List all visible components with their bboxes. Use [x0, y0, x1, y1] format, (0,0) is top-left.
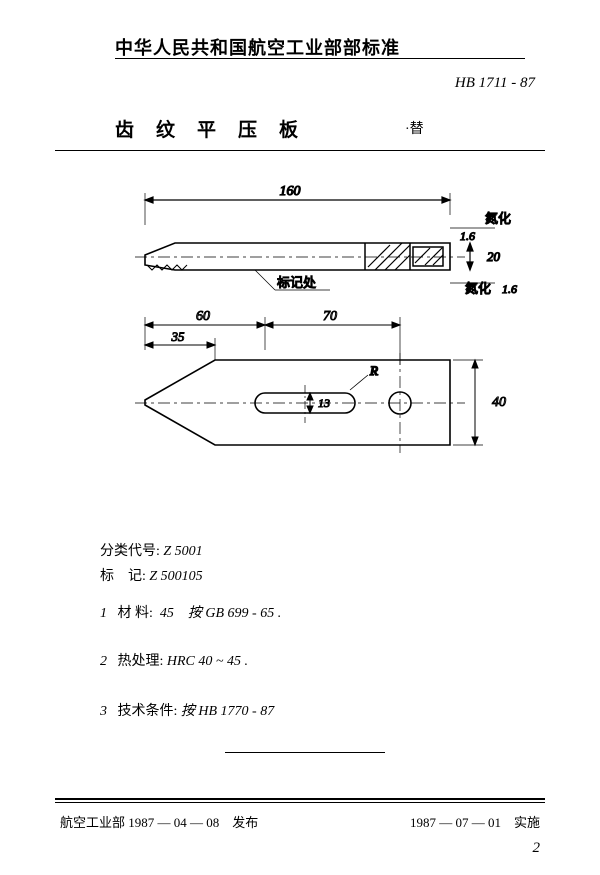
document-title: 齿纹平压板 — [115, 115, 320, 142]
dim-160: 160 — [280, 184, 301, 199]
label-mark: 标记处 — [277, 275, 316, 290]
dim-1_6-bot: 1.6 — [502, 282, 517, 296]
note-1-index: 1 — [100, 606, 107, 621]
note-2-index: 2 — [100, 654, 107, 669]
title-rule — [55, 150, 545, 151]
dim-13: 13 — [318, 396, 330, 410]
dim-40: 40 — [492, 395, 506, 410]
note-2-value: HRC 40 ~ 45 . — [167, 654, 248, 669]
label-nitride-top: 氮化 — [485, 211, 511, 226]
standard-number: HB 1711 - 87 — [455, 75, 535, 92]
note-1-value: 45 按 GB 699 - 65 . — [160, 606, 281, 621]
page-number: 2 — [533, 840, 541, 857]
label-R: R — [369, 363, 378, 378]
dim-70: 70 — [323, 309, 337, 324]
note-2: 2 热处理: HRC 40 ~ 45 . — [100, 650, 248, 670]
note-1: 1 材 料: 45 按 GB 699 - 65 . — [100, 602, 281, 622]
note-3: 3 技术条件: 按 HB 1770 - 87 — [100, 700, 274, 720]
footer-rule-thin — [55, 802, 545, 803]
note-3-index: 3 — [100, 704, 107, 719]
engineering-drawing: 160 — [55, 165, 545, 505]
mark-label: 标 记: — [100, 569, 146, 584]
note-1-label: 材 料: — [118, 606, 153, 621]
note-3-label: 技术条件: — [118, 704, 178, 719]
dim-1_6-top: 1.6 — [460, 229, 475, 243]
separator-line — [225, 752, 385, 753]
class-code-value: Z 5001 — [163, 544, 202, 559]
footer-rule-thick — [55, 798, 545, 800]
org-title: 中华人民共和国航空工业部部标准 — [115, 34, 400, 60]
class-code-label: 分类代号: — [100, 544, 160, 559]
dim-35: 35 — [171, 329, 186, 344]
mark-value: Z 500105 — [149, 569, 202, 584]
dim-20: 20 — [487, 249, 501, 264]
mark-row: 标 记: Z 500105 — [100, 565, 203, 585]
dim-60: 60 — [196, 309, 210, 324]
footer-effective: 1987 — 07 — 01 实施 — [410, 812, 540, 831]
header-rule — [115, 58, 525, 59]
footer-issued: 航空工业部 1987 — 04 — 08 发布 — [60, 812, 258, 831]
document-suffix: ·替 — [405, 118, 424, 138]
class-code-row: 分类代号: Z 5001 — [100, 540, 203, 560]
note-2-label: 热处理: — [118, 654, 164, 669]
note-3-value: 按 HB 1770 - 87 — [181, 704, 274, 719]
